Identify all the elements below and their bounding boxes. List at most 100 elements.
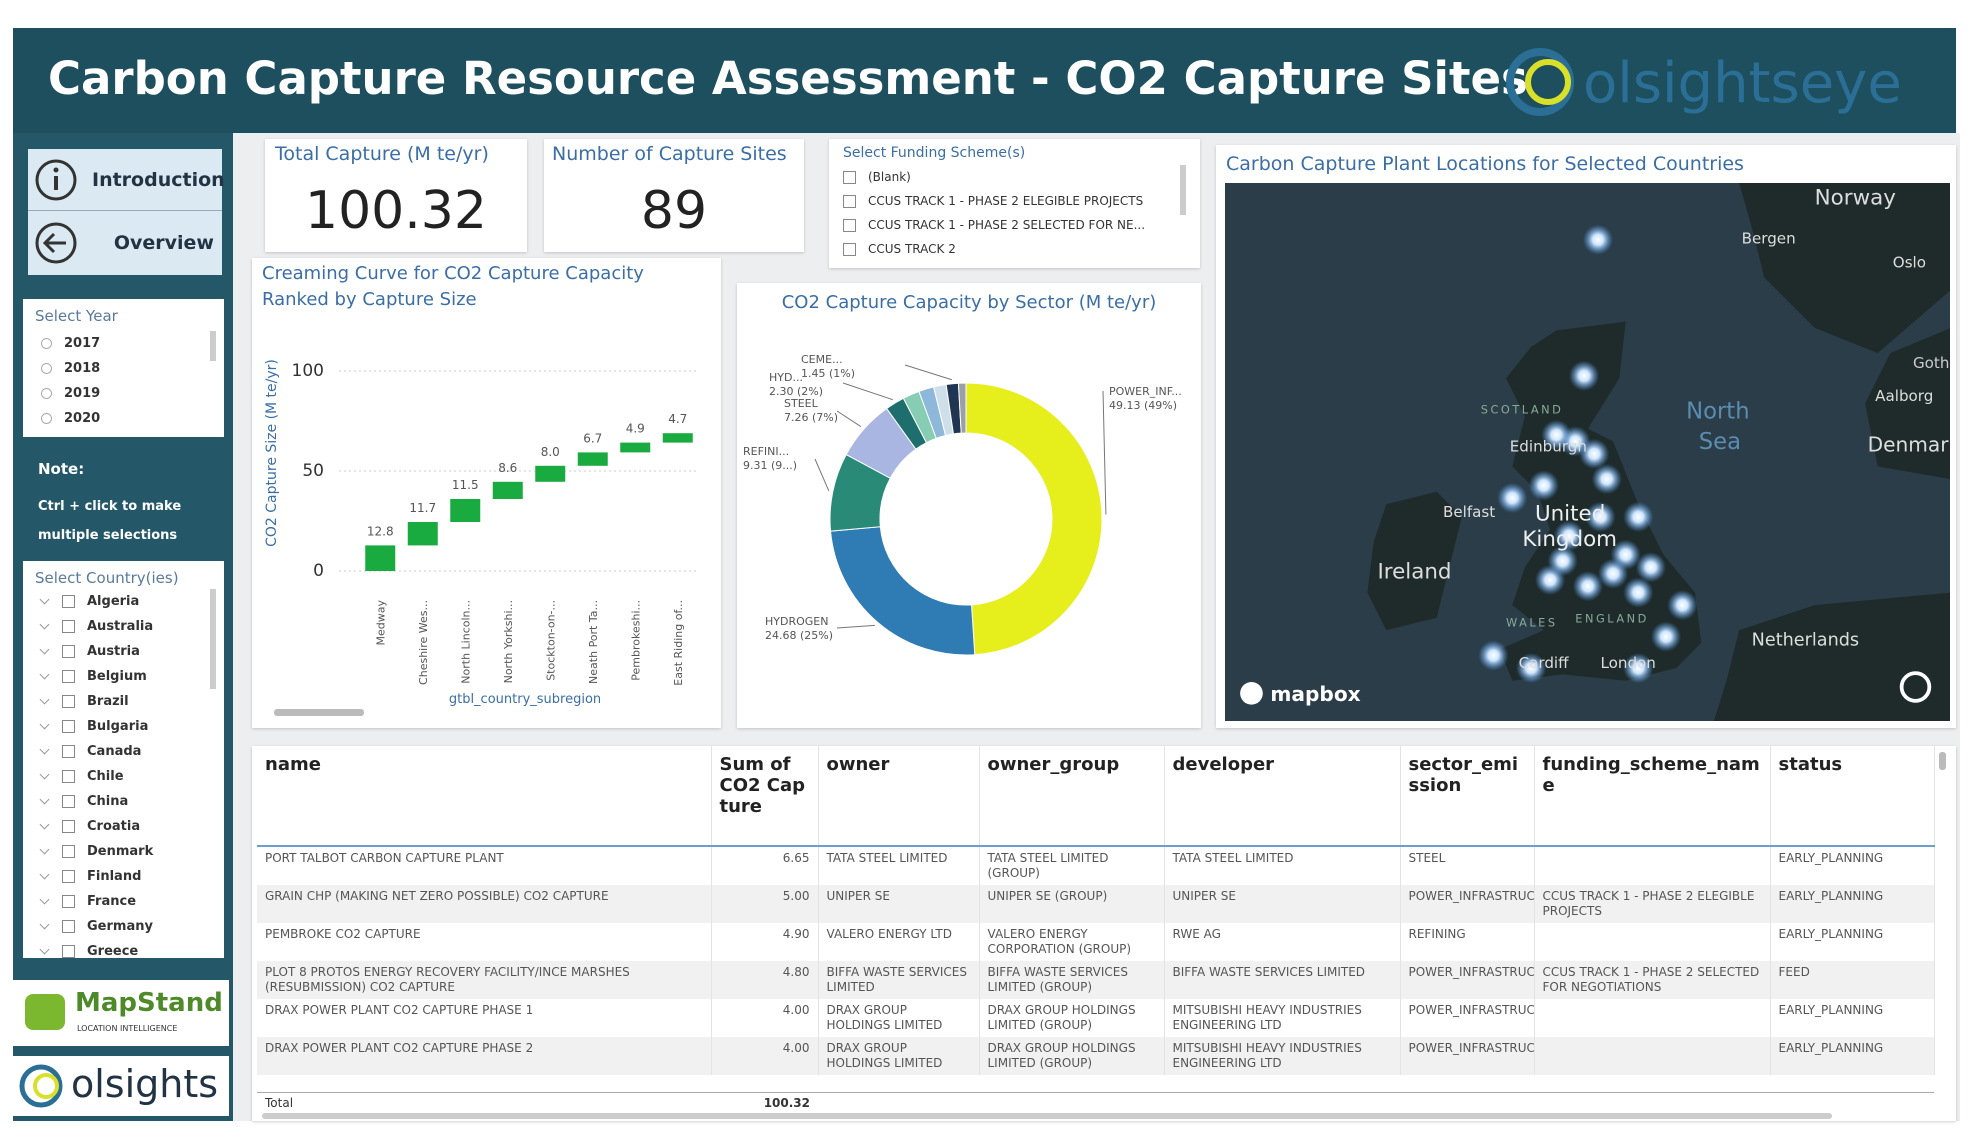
site-marker[interactable] bbox=[1516, 652, 1547, 684]
slicer-option[interactable]: Greece bbox=[35, 939, 212, 958]
slicer-option[interactable]: France bbox=[35, 889, 212, 914]
column-header[interactable]: owner_group bbox=[979, 746, 1165, 847]
slicer-option[interactable]: 2018 bbox=[35, 356, 212, 381]
table-cell: POWER_INFRASTRUCTURE bbox=[1400, 961, 1535, 999]
slicer-option[interactable]: Austria bbox=[35, 639, 212, 664]
slicer-option[interactable]: 2019 bbox=[35, 381, 212, 406]
expand-chevron bbox=[39, 644, 50, 655]
slicer-options: Algeria Australia Austria Belgium Brazil Bulg… bbox=[35, 589, 212, 958]
slicer-option[interactable]: China bbox=[35, 789, 212, 814]
land bbox=[1367, 491, 1462, 631]
scrollbar bbox=[210, 331, 216, 361]
site-marker[interactable] bbox=[1623, 577, 1654, 608]
option-label: 2017 bbox=[64, 336, 101, 351]
scrollbar bbox=[1939, 752, 1946, 770]
column-header[interactable]: owner bbox=[818, 746, 980, 847]
option-label: Australia bbox=[87, 619, 154, 634]
site-marker[interactable] bbox=[1650, 621, 1682, 652]
column-header[interactable]: Sum of CO2 Capture bbox=[711, 746, 819, 847]
site-marker[interactable] bbox=[1568, 360, 1600, 391]
icon-dot bbox=[53, 167, 59, 173]
slicer-option[interactable]: 2017 bbox=[35, 331, 212, 356]
site-marker[interactable] bbox=[1528, 470, 1559, 501]
site-marker[interactable] bbox=[1541, 419, 1572, 451]
table-cell: GRAIN CHP (MAKING NET ZERO POSSIBLE) CO2… bbox=[257, 885, 712, 923]
site-marker[interactable] bbox=[1582, 224, 1614, 255]
site-marker[interactable] bbox=[1553, 520, 1585, 551]
slicer-option[interactable]: CCUS TRACK 2 bbox=[843, 237, 1186, 261]
option-label: Greece bbox=[87, 944, 139, 958]
slicer-option[interactable]: Germany bbox=[35, 914, 212, 939]
data-table: name Sum of CO2 Capture owner owner_group de… bbox=[257, 746, 1935, 1075]
info-button[interactable] bbox=[1899, 671, 1932, 703]
site-marker[interactable] bbox=[1591, 463, 1622, 495]
table-cell: DRAX GROUP HOLDINGS LIMITED bbox=[818, 1037, 980, 1075]
scrollbar bbox=[210, 589, 216, 689]
column-header[interactable]: status bbox=[1770, 746, 1935, 847]
option-label: Canada bbox=[87, 744, 142, 759]
site-marker[interactable] bbox=[1579, 438, 1610, 470]
slice bbox=[830, 526, 976, 656]
slicer-option[interactable]: Finland bbox=[35, 864, 212, 889]
column-header[interactable]: sector_emission bbox=[1400, 746, 1535, 847]
map-label: Denmar bbox=[1868, 432, 1950, 456]
site-marker[interactable] bbox=[1667, 589, 1698, 621]
site-marker[interactable] bbox=[1623, 501, 1654, 533]
data-label: 49.13 (49%) bbox=[1109, 399, 1177, 412]
data-label: 2.30 (2%) bbox=[769, 385, 823, 398]
slicer-option[interactable]: Australia bbox=[35, 614, 212, 639]
map-label: Norway bbox=[1815, 185, 1897, 210]
option-label: Belgium bbox=[87, 669, 147, 684]
bar bbox=[535, 465, 566, 482]
column-header[interactable]: funding_scheme_name bbox=[1534, 746, 1771, 847]
slicer-option[interactable]: Brazil bbox=[35, 689, 212, 714]
slicer-option[interactable]: Croatia bbox=[35, 814, 212, 839]
site-marker[interactable] bbox=[1635, 552, 1666, 583]
site-marker[interactable] bbox=[1572, 571, 1603, 602]
slicer-option[interactable]: Bulgaria bbox=[35, 714, 212, 739]
table-cell: POWER_INFRASTRUCTURE bbox=[1400, 999, 1535, 1037]
leader-line bbox=[814, 458, 830, 492]
slicer-option[interactable]: Algeria bbox=[35, 589, 212, 614]
slicer-option[interactable]: Belgium bbox=[35, 664, 212, 689]
slicer-option[interactable]: 2020 bbox=[35, 406, 212, 431]
slicer-option[interactable]: Canada bbox=[35, 739, 212, 764]
table-cell: 4.00 bbox=[711, 1037, 819, 1075]
table-cell bbox=[1534, 846, 1771, 885]
icon-circle bbox=[35, 159, 77, 201]
nav-label: Overview bbox=[113, 232, 214, 254]
column-header[interactable]: developer bbox=[1164, 746, 1401, 847]
option-label: 2020 bbox=[64, 411, 101, 426]
site-marker[interactable] bbox=[1597, 558, 1629, 589]
slicer-option[interactable]: CCUS TRACK 1 - PHASE 2 ELEGIBLE PROJECTS bbox=[843, 189, 1186, 213]
table-row: DRAX POWER PLANT CO2 CAPTURE PHASE 1 4.00… bbox=[257, 999, 1935, 1037]
checkbox bbox=[62, 645, 75, 658]
map-label: Goth bbox=[1913, 354, 1949, 372]
map-label: London bbox=[1600, 654, 1655, 672]
table-cell: DRAX POWER PLANT CO2 CAPTURE PHASE 1 bbox=[257, 999, 712, 1037]
site-marker[interactable] bbox=[1585, 501, 1616, 533]
slicer-option[interactable]: Denmark bbox=[35, 839, 212, 864]
site-marker[interactable] bbox=[1497, 482, 1528, 514]
site-marker[interactable] bbox=[1623, 652, 1654, 684]
data-label: 12.8 bbox=[367, 524, 394, 538]
table-cell: TATA STEEL LIMITED (GROUP) bbox=[979, 846, 1165, 885]
site-marker[interactable] bbox=[1478, 640, 1509, 671]
slicer-option[interactable]: Chile bbox=[35, 764, 212, 789]
total-value: 100.32 bbox=[763, 1096, 810, 1110]
nav-button[interactable]: Introduction bbox=[28, 149, 225, 211]
option-label: 2019 bbox=[64, 386, 101, 401]
map-label: Netherlands bbox=[1752, 630, 1859, 650]
x-tick-label: North Yorkshi... bbox=[502, 600, 515, 683]
bar bbox=[492, 481, 523, 499]
slicer-option[interactable]: CCUS TRACK 1 - PHASE 2 SELECTED FOR NE..… bbox=[843, 213, 1186, 237]
nav-button[interactable]: Overview bbox=[28, 212, 222, 274]
option-label: Bulgaria bbox=[87, 719, 149, 734]
table-cell bbox=[1534, 1037, 1771, 1075]
olsights-logo: olsights bbox=[13, 1056, 229, 1116]
slicer-option[interactable]: (Blank) bbox=[843, 165, 1186, 189]
column-header[interactable]: name bbox=[257, 746, 712, 847]
icon-circle bbox=[35, 222, 77, 264]
site-marker[interactable] bbox=[1547, 545, 1578, 577]
option-label: CCUS TRACK 2 bbox=[868, 242, 956, 256]
